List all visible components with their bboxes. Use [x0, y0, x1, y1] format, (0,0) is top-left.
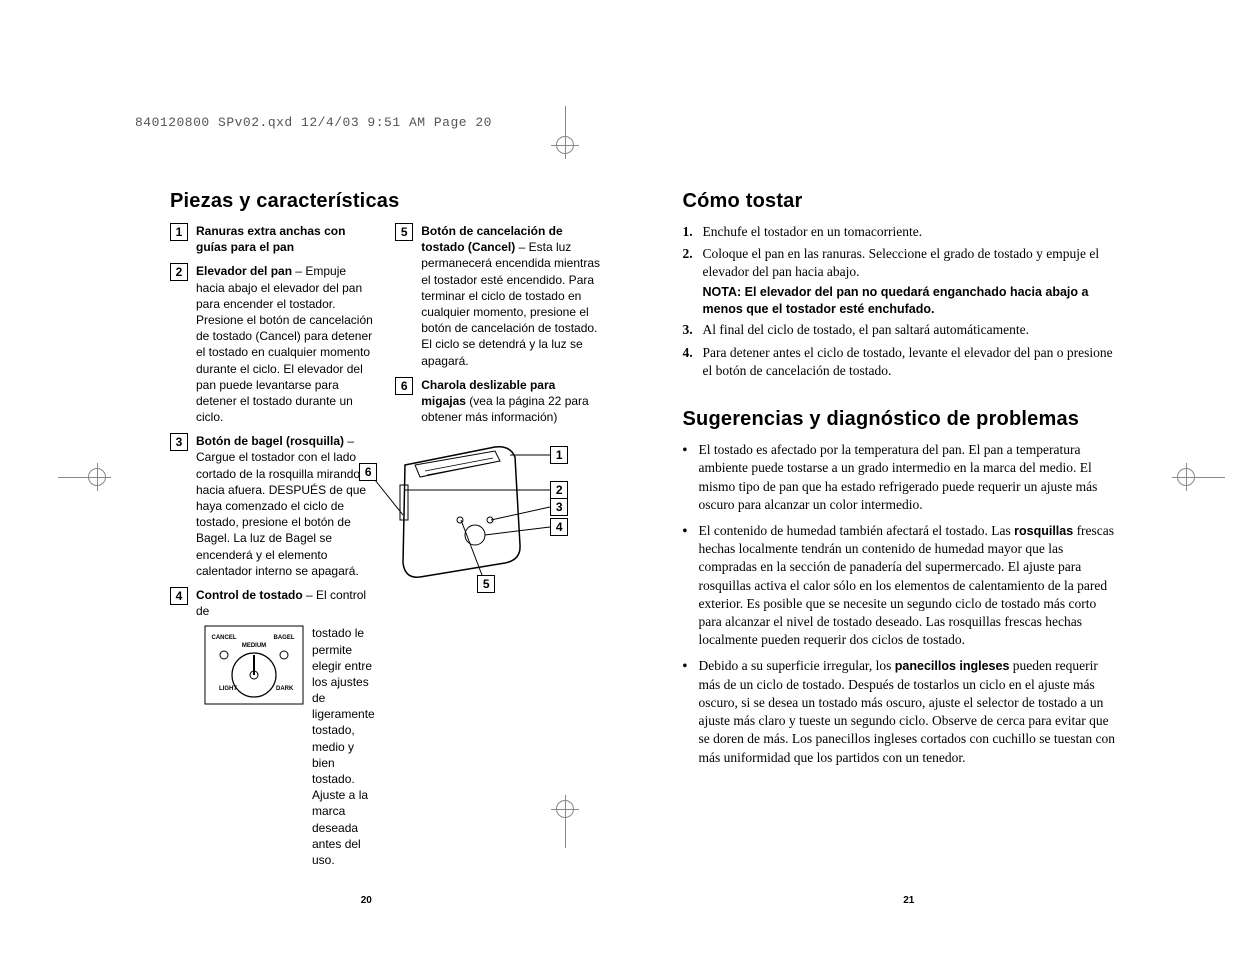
parts-item: 6 Charola deslizable para migajas (vea l… — [395, 377, 602, 426]
parts-heading: Piezas y características — [170, 190, 603, 213]
parts-item: 3 Botón de bagel (rosquilla) – Cargue el… — [170, 433, 377, 579]
tip-pre: El contenido de humedad también afectará… — [699, 523, 1015, 538]
item-number: 2 — [170, 263, 188, 281]
crop-mark-right — [1177, 468, 1225, 486]
item-text: – Empuje hacia abajo el elevador del pan… — [196, 264, 373, 424]
step-text: Para detener antes el ciclo de tostado, … — [703, 345, 1113, 378]
svg-text:CANCEL: CANCEL — [212, 635, 237, 641]
tip-post: pueden requerir más de un ciclo de tosta… — [699, 658, 1116, 764]
tip-item: El contenido de humedad también afectará… — [683, 522, 1116, 650]
item-label: Ranuras extra anchas con guías para el p… — [196, 224, 345, 254]
diagram-callout-4: 4 — [550, 518, 568, 536]
page-number-right: 21 — [643, 895, 1176, 906]
page-right: Cómo tostar Enchufe el tostador en un to… — [643, 190, 1176, 876]
diagram-callout-2: 2 — [550, 481, 568, 499]
parts-item: 4 Control de tostado – El control de CAN… — [170, 587, 377, 868]
item-number: 6 — [395, 377, 413, 395]
print-slug: 840120800 SPv02.qxd 12/4/03 9:51 AM Page… — [135, 115, 492, 130]
step-text: Al final del ciclo de tostado, el pan sa… — [703, 322, 1030, 337]
item-label: Control de tostado — [196, 588, 303, 602]
tip-item: Debido a su superficie irregular, los pa… — [683, 657, 1116, 766]
steps-list: Enchufe el tostador en un tomacorriente.… — [683, 223, 1116, 380]
crop-mark-top — [556, 106, 574, 154]
step-text: Enchufe el tostador en un tomacorriente. — [703, 224, 923, 239]
step-text: Coloque el pan en las ranuras. Seleccion… — [703, 246, 1100, 279]
svg-text:MEDIUM: MEDIUM — [242, 643, 266, 649]
parts-col-2: 5 Botón de cancelación de tostado (Cance… — [395, 223, 602, 876]
step-item: Al final del ciclo de tostado, el pan sa… — [683, 321, 1116, 339]
item-text: – Cargue el tostador con el lado cortado… — [196, 434, 366, 578]
tip-pre: Debido a su superficie irregular, los — [699, 658, 895, 673]
tip-item: El tostado es afectado por la temperatur… — [683, 441, 1116, 514]
svg-text:LIGHT: LIGHT — [219, 686, 237, 692]
diagram-callout-5: 5 — [477, 575, 495, 593]
svg-text:DARK: DARK — [276, 686, 294, 692]
parts-item: 1 Ranuras extra anchas con guías para el… — [170, 223, 377, 255]
step-item: Coloque el pan en las ranuras. Seleccion… — [683, 245, 1116, 317]
tips-list: El tostado es afectado por la temperatur… — [683, 441, 1116, 767]
step-note: NOTA: El elevador del pan no quedará eng… — [703, 284, 1116, 318]
tip-text: El tostado es afectado por la temperatur… — [699, 442, 1098, 512]
page-spread: Piezas y características 1 Ranuras extra… — [90, 190, 1175, 876]
parts-col-1: 1 Ranuras extra anchas con guías para el… — [170, 223, 377, 876]
item-label: Botón de bagel (rosquilla) — [196, 434, 344, 448]
item-number: 4 — [170, 587, 188, 605]
step-item: Enchufe el tostador en un tomacorriente. — [683, 223, 1116, 241]
step-item: Para detener antes el ciclo de tostado, … — [683, 344, 1116, 380]
dial-illustration: CANCEL BAGEL MEDIUM LIGHT DARK — [204, 625, 304, 705]
toaster-diagram: 1 2 3 4 5 6 — [365, 435, 585, 605]
tip-bold: rosquillas — [1014, 524, 1073, 538]
tips-heading: Sugerencias y diagnóstico de problemas — [683, 408, 1116, 431]
diagram-callout-1: 1 — [550, 446, 568, 464]
item-number: 5 — [395, 223, 413, 241]
svg-text:BAGEL: BAGEL — [274, 635, 295, 641]
item-text: – Esta luz permanecerá encendida mientra… — [421, 240, 600, 367]
item-number: 3 — [170, 433, 188, 451]
page-number-left: 20 — [90, 895, 643, 906]
tip-bold: panecillos ingleses — [895, 659, 1010, 673]
parts-item: 5 Botón de cancelación de tostado (Cance… — [395, 223, 602, 369]
diagram-callout-3: 3 — [550, 498, 568, 516]
tip-post: frescas hechas localmente tendrán un con… — [699, 523, 1115, 647]
parts-item: 2 Elevador del pan – Empuje hacia abajo … — [170, 263, 377, 425]
item-number: 1 — [170, 223, 188, 241]
page-left: Piezas y características 1 Ranuras extra… — [90, 190, 643, 876]
item-label: Elevador del pan — [196, 264, 292, 278]
diagram-callout-6: 6 — [359, 463, 377, 481]
howto-heading: Cómo tostar — [683, 190, 1116, 213]
item-text-tail: tostado le permite elegir entre los ajus… — [312, 625, 377, 868]
